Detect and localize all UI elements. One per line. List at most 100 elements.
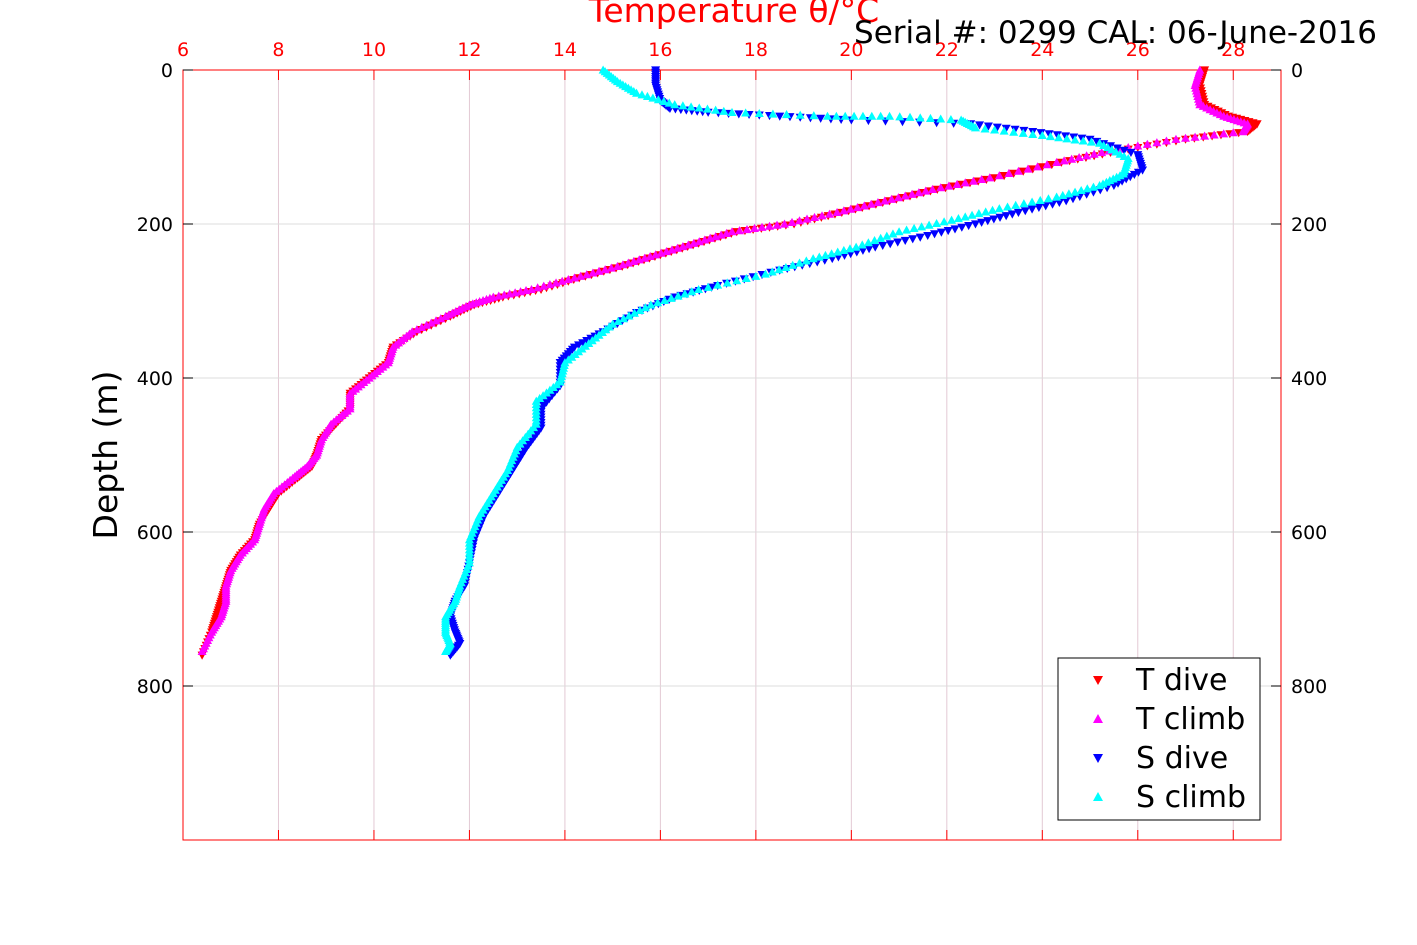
x-tick-label: 10 (362, 39, 386, 61)
data-point (832, 207, 842, 217)
data-point (664, 98, 674, 107)
data-point (782, 110, 792, 119)
data-point (618, 260, 628, 269)
data-point (653, 298, 663, 307)
data-point (968, 176, 978, 185)
data-point (924, 220, 934, 229)
data-point (895, 112, 905, 121)
data-point (426, 318, 436, 327)
data-point (981, 207, 991, 216)
data-point (505, 289, 515, 298)
data-point (551, 278, 561, 287)
data-point (412, 325, 422, 334)
y-tick-label-right: 600 (1291, 522, 1327, 544)
data-point (1064, 189, 1074, 198)
x-tick-label: 8 (272, 39, 284, 61)
data-point (613, 316, 623, 325)
data-point (775, 112, 785, 121)
legend-label: S climb (1136, 780, 1246, 815)
data-point (839, 206, 849, 215)
data-point (623, 258, 633, 267)
data-point (781, 262, 791, 272)
y-tick-label-right: 0 (1291, 60, 1303, 82)
data-point (673, 291, 683, 300)
data-point (582, 337, 592, 346)
data-point (1041, 202, 1051, 211)
data-point (576, 271, 586, 280)
data-point (936, 114, 946, 123)
data-point (1019, 199, 1029, 208)
data-point (563, 275, 573, 284)
data-point (1043, 194, 1053, 203)
data-point (914, 188, 924, 197)
data-point (1018, 128, 1028, 137)
data-point (950, 225, 960, 234)
data-point (957, 223, 967, 232)
data-point (634, 255, 644, 264)
data-point (970, 123, 980, 132)
data-point (582, 270, 592, 279)
data-point (827, 249, 837, 258)
legend: T dive T climb S dive S climb (1057, 657, 1261, 821)
data-point (687, 287, 697, 296)
data-point (946, 115, 956, 124)
data-point (857, 240, 867, 249)
data-point (1228, 128, 1238, 137)
data-point (1045, 132, 1055, 141)
data-point (727, 227, 737, 236)
data-point (888, 229, 898, 238)
data-point (1171, 134, 1181, 143)
data-point (852, 203, 862, 212)
data-point (1042, 160, 1052, 169)
legend-marker (1093, 792, 1103, 801)
x-tick-label: 20 (839, 39, 863, 61)
data-point (1209, 130, 1219, 139)
data-point (851, 242, 861, 251)
data-point (840, 111, 850, 120)
y-tick-label-right: 200 (1291, 214, 1327, 236)
data-point (678, 101, 688, 110)
data-point (780, 219, 790, 228)
data-point (741, 273, 751, 283)
data-point (795, 258, 805, 267)
data-point (816, 114, 826, 123)
data-point (992, 123, 1002, 132)
data-point (878, 241, 888, 250)
legend-label: T dive (1135, 663, 1227, 698)
y-tick-label-left: 400 (137, 368, 173, 390)
data-point (810, 212, 820, 221)
data-point (606, 263, 616, 272)
data-point (960, 212, 970, 221)
data-point (578, 339, 588, 348)
y-tick-label-right: 800 (1291, 676, 1327, 698)
plot-frame (182, 69, 1282, 841)
y-axis-title: Depth (m) (86, 371, 125, 540)
data-point (917, 222, 927, 231)
data-point (421, 320, 431, 329)
data-point (1190, 132, 1200, 141)
data-point (983, 122, 993, 131)
data-point (909, 223, 919, 232)
data-point (494, 291, 504, 300)
data-point (678, 242, 688, 251)
data-point (711, 105, 721, 114)
data-point (1027, 205, 1037, 214)
data-point (754, 108, 764, 118)
data-point (990, 125, 1000, 134)
data-point (863, 238, 873, 247)
legend-label: S dive (1136, 741, 1228, 776)
data-point (964, 222, 974, 231)
y-tick-label-left: 0 (161, 60, 173, 82)
axis-ticks: 6 8 10 12 14 16 18 20 22 24 26 28 0 200 400 600 800 0 200 4… (137, 39, 1327, 840)
data-point (999, 126, 1009, 135)
data-point (923, 231, 933, 241)
data-point (1062, 134, 1072, 143)
data-point (705, 233, 715, 242)
data-point (1086, 137, 1096, 146)
data-point (936, 183, 946, 192)
data-point (1078, 136, 1088, 145)
data-point (1067, 154, 1077, 163)
data-point (659, 295, 669, 305)
x-tick-label: 22 (935, 39, 959, 61)
